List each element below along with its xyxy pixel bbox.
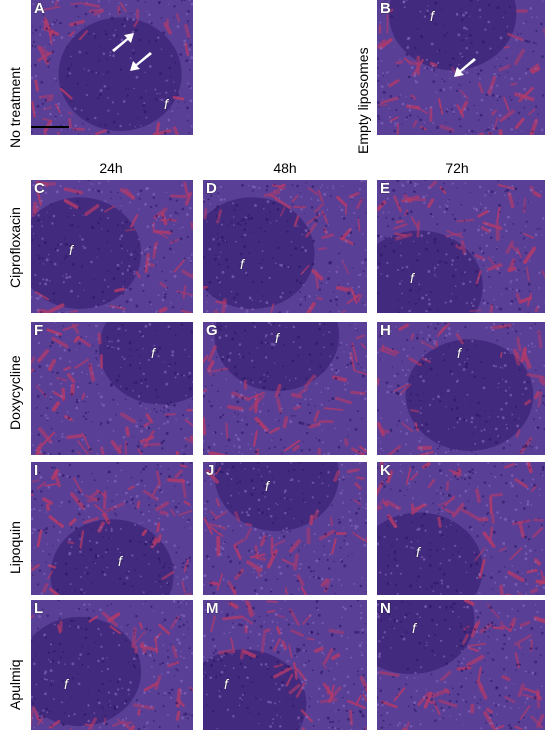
row-label-doxycycline: Doxycycline xyxy=(7,355,23,430)
histology-image xyxy=(377,180,545,313)
panel-a: A xyxy=(31,0,193,135)
histology-image xyxy=(377,0,545,135)
follicle-marker-n: f xyxy=(412,620,416,636)
panel-label-e: E xyxy=(380,180,391,197)
histology-image xyxy=(31,322,193,455)
histology-image xyxy=(31,0,193,135)
panel-label-n: N xyxy=(380,600,391,617)
panel-b: B xyxy=(377,0,545,135)
arrow-icon xyxy=(130,52,152,71)
panel-d: D xyxy=(203,180,367,313)
follicle-marker-d: f xyxy=(240,256,244,272)
scale-bar xyxy=(31,126,69,128)
column-label-48h: 48h xyxy=(273,160,297,176)
panel-label-d: D xyxy=(206,180,217,197)
column-label-72h: 72h xyxy=(445,160,469,176)
panel-label-m: M xyxy=(206,600,219,617)
follicle-marker-j: f xyxy=(265,478,269,494)
arrow-icon xyxy=(454,58,476,77)
panel-label-b: B xyxy=(380,0,391,17)
histology-image xyxy=(203,322,367,455)
follicle-marker-l: f xyxy=(64,676,68,692)
panel-label-a: A xyxy=(34,0,45,17)
arrow-icon xyxy=(112,33,134,52)
panel-label-g: G xyxy=(206,322,218,339)
follicle-marker-h: f xyxy=(457,345,461,361)
row-label-lipoquin: Lipoquin xyxy=(7,521,23,574)
panel-c: C xyxy=(31,180,193,313)
histology-image xyxy=(377,462,545,595)
panel-n: N xyxy=(377,600,545,730)
histology-image xyxy=(377,600,545,730)
follicle-marker-i: f xyxy=(118,553,122,569)
follicle-marker-k: f xyxy=(416,544,420,560)
row-label-apulmiq: Apulmiq xyxy=(7,659,23,710)
column-label-24h: 24h xyxy=(99,160,123,176)
row-label-ciprofloxacin: Ciprofloxacin xyxy=(7,207,23,288)
follicle-marker-f: f xyxy=(151,345,155,361)
panel-l: L xyxy=(31,600,193,730)
histology-image xyxy=(203,462,367,595)
follicle-marker-m: f xyxy=(224,676,228,692)
panel-label-k: K xyxy=(380,462,391,479)
follicle-marker-g: f xyxy=(275,330,279,346)
panel-h: H xyxy=(377,322,545,455)
panel-label-i: I xyxy=(34,462,39,479)
follicle-marker-a: f xyxy=(164,96,168,112)
panel-label-h: H xyxy=(380,322,391,339)
follicle-marker-b: f xyxy=(430,8,434,24)
panel-e: E xyxy=(377,180,545,313)
follicle-marker-c: f xyxy=(69,242,73,258)
row-label-empty-liposomes: Empty liposomes xyxy=(355,47,371,154)
panel-i: I xyxy=(31,462,193,595)
panel-f: F xyxy=(31,322,193,455)
panel-label-f: F xyxy=(34,322,44,339)
panel-label-c: C xyxy=(34,180,45,197)
histology-image xyxy=(31,600,193,730)
panel-label-j: J xyxy=(206,462,215,479)
histology-image xyxy=(203,600,367,730)
follicle-marker-e: f xyxy=(410,270,414,286)
histology-image xyxy=(377,322,545,455)
panel-m: M xyxy=(203,600,367,730)
panel-label-l: L xyxy=(34,600,44,617)
histology-image xyxy=(31,462,193,595)
row-label-no-treatment: No treatment xyxy=(7,67,23,148)
histology-image xyxy=(31,180,193,313)
histology-image xyxy=(203,180,367,313)
panel-g: G xyxy=(203,322,367,455)
panel-k: K xyxy=(377,462,545,595)
panel-j: J xyxy=(203,462,367,595)
